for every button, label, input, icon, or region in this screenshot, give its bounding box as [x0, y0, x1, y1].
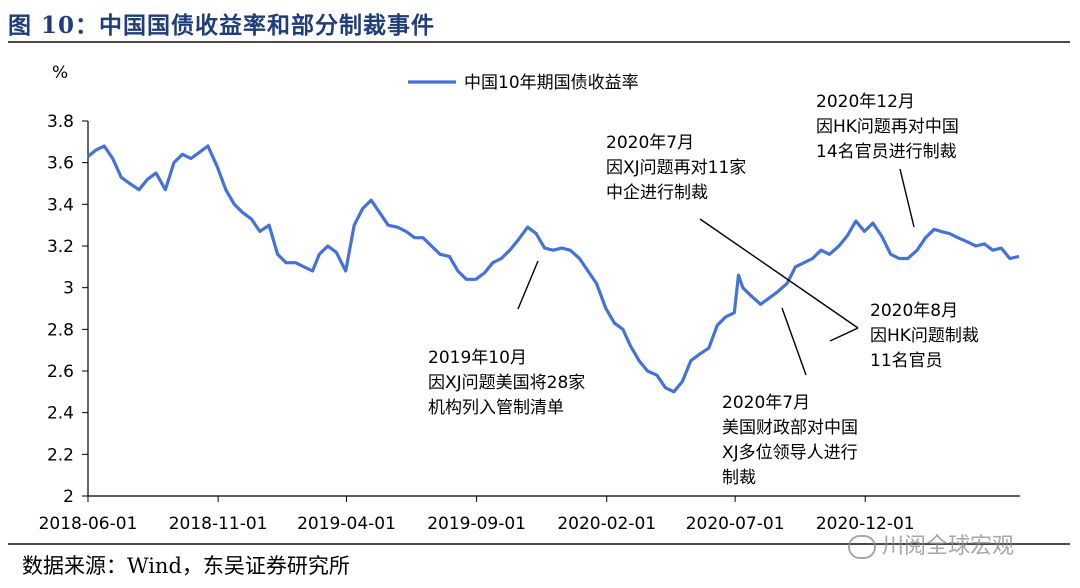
top-rule	[8, 41, 1070, 43]
y-tick-label: 2.8	[47, 320, 74, 340]
x-tick-label: 2018-06-01	[39, 514, 138, 534]
y-tick-label: 2.4	[47, 404, 74, 424]
annotation-line: 2020年12月	[816, 92, 915, 112]
source-note: 数据来源：Wind，东吴证券研究所	[22, 554, 350, 578]
annotation-line: XJ多位领导人进行	[722, 443, 858, 463]
y-tick-label: 2.6	[47, 362, 74, 382]
annotation-leaders	[517, 168, 915, 376]
annotation-leader	[517, 260, 539, 310]
wechat-logo-icon	[848, 535, 876, 559]
y-tick-label: 2	[63, 487, 74, 507]
annotation-line: 因HK问题再对中国	[816, 117, 959, 137]
yield-chart: 3.83.63.43.232.82.62.42.22 2018-06-01 201…	[39, 63, 1020, 534]
x-tick-label: 2019-09-01	[427, 514, 526, 534]
x-tick-label: 2018-11-01	[169, 514, 268, 534]
bottom-rule	[8, 543, 1070, 545]
annotation-line: 因XJ问题再对11家	[606, 158, 746, 178]
annotation-line: 2020年7月	[722, 393, 810, 413]
annotation-line: 因HK问题制裁	[870, 326, 979, 346]
figure-title: 图 10：中国国债收益率和部分制裁事件	[8, 12, 436, 39]
annotation-leader	[899, 168, 915, 228]
annotation-line: 2019年10月	[428, 348, 527, 368]
annotation-leader	[699, 218, 859, 329]
annotation-line: 2020年7月	[606, 133, 694, 153]
y-tick-label: 3.6	[47, 154, 74, 174]
y-tick-label: 3.2	[47, 237, 74, 257]
x-tick-label: 2020-02-01	[557, 514, 656, 534]
legend: 中国10年期国债收益率	[408, 73, 639, 93]
y-unit-label: %	[52, 63, 68, 83]
y-tick-label: 3.8	[47, 112, 74, 132]
y-tick-labels: 3.8 3.6 3.4 3.2 3 2.8 2.6 2.4 2.2 2	[47, 112, 74, 507]
x-tick-labels: 2018-06-01 2018-11-01 2019-04-01 2019-09-01…	[39, 514, 915, 534]
annotation-line: 制裁	[722, 468, 756, 488]
yield-series-line	[86, 144, 1020, 394]
annotation-line: 因XJ问题美国将28家	[428, 373, 585, 393]
annotations: 2019年10月因XJ问题美国将28家机构列入管制清单2020年7月因XJ问题再…	[428, 92, 979, 488]
annotation-line: 14名官员进行制裁	[816, 142, 957, 162]
y-tick-label: 3	[63, 279, 74, 299]
x-tick-label: 2020-07-01	[686, 514, 785, 534]
legend-label: 中国10年期国债收益率	[464, 73, 639, 93]
annotation-leader	[829, 327, 859, 342]
annotation-leader	[781, 307, 807, 376]
watermark-text: 川阅全球宏观	[882, 534, 1015, 559]
axes	[82, 120, 1020, 502]
annotation-line: 11名官员	[870, 351, 943, 371]
x-tick-label: 2020-12-01	[816, 514, 915, 534]
annotation-line: 机构列入管制清单	[428, 398, 564, 418]
annotation-line: 美国财政部对中国	[722, 418, 858, 438]
watermark: 川阅全球宏观	[848, 528, 1014, 560]
x-tick-label: 2019-04-01	[297, 514, 396, 534]
y-tick-label: 2.2	[47, 445, 74, 465]
annotation-line: 中企进行制裁	[606, 183, 708, 203]
annotation-line: 2020年8月	[870, 301, 958, 321]
y-tick-label: 3.4	[47, 195, 74, 215]
